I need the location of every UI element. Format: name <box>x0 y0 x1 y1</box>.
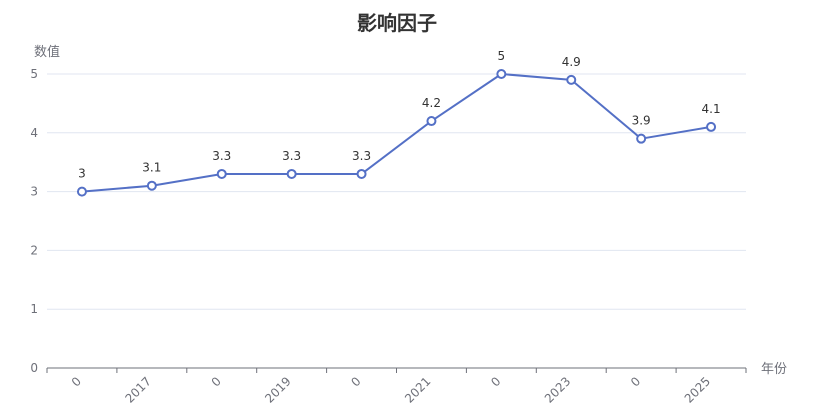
data-point[interactable] <box>636 133 647 144</box>
x-axis-label: 年份 <box>761 362 787 377</box>
data-point[interactable] <box>146 180 157 191</box>
data-labels: 3 3.1 3.3 3.3 3.3 4.2 5 4.9 3.9 4.1 <box>78 49 720 181</box>
data-point[interactable] <box>566 74 577 85</box>
x-axis <box>46 367 747 373</box>
y-tick-label: 5 <box>30 67 38 81</box>
chart-title: 影响因子 <box>357 11 437 35</box>
x-tick-label: 0 <box>488 374 503 389</box>
data-point[interactable] <box>356 168 367 179</box>
data-point[interactable] <box>216 168 227 179</box>
series-points <box>76 69 717 197</box>
data-label: 4.1 <box>702 102 721 116</box>
data-point[interactable] <box>426 116 437 127</box>
series-line <box>81 73 712 193</box>
series-line-path <box>81 73 712 193</box>
data-label: 5 <box>498 49 506 63</box>
data-label: 3.3 <box>352 149 371 163</box>
data-label: 4.2 <box>422 96 441 110</box>
x-tick-label: 0 <box>69 374 84 389</box>
y-axis-ticks: 0 1 2 3 4 5 <box>30 67 38 375</box>
x-axis-ticks: 0 2017 0 2019 0 2021 0 2023 0 2025 <box>69 374 713 405</box>
y-tick-label: 3 <box>30 185 38 199</box>
data-label: 3.3 <box>282 149 301 163</box>
data-point[interactable] <box>706 121 717 132</box>
x-tick-label: 0 <box>628 374 643 389</box>
x-tick-label: 0 <box>209 374 224 389</box>
x-tick-label: 2023 <box>542 374 573 405</box>
data-label: 3.1 <box>142 161 161 175</box>
x-tick-label: 2025 <box>682 374 713 405</box>
data-point[interactable] <box>76 186 87 197</box>
data-label: 3.9 <box>632 114 651 128</box>
data-point[interactable] <box>496 69 507 79</box>
y-tick-label: 2 <box>30 243 38 257</box>
y-axis-label: 数值 <box>34 44 60 60</box>
y-tick-label: 0 <box>30 361 38 375</box>
data-label: 3.3 <box>212 149 231 163</box>
x-tick-label: 2019 <box>262 374 293 405</box>
data-point[interactable] <box>286 168 297 179</box>
data-label: 4.9 <box>562 55 581 69</box>
data-label: 3 <box>78 167 86 181</box>
x-tick-label: 2017 <box>122 374 153 405</box>
x-tick-label: 2021 <box>402 374 433 405</box>
y-tick-label: 1 <box>30 302 38 316</box>
grid-lines <box>47 73 746 310</box>
x-tick-label: 0 <box>348 374 363 389</box>
y-tick-label: 4 <box>30 126 38 140</box>
